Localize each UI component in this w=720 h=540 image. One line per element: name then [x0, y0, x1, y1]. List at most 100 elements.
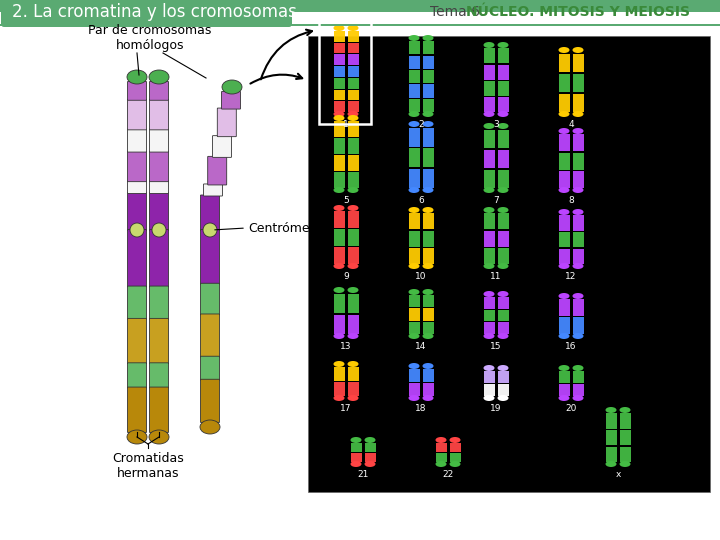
Bar — [408, 99, 420, 112]
FancyBboxPatch shape — [127, 99, 146, 130]
Ellipse shape — [559, 395, 570, 401]
Ellipse shape — [449, 461, 461, 467]
Ellipse shape — [559, 293, 570, 299]
Bar — [308, 36, 710, 492]
FancyBboxPatch shape — [222, 91, 240, 109]
FancyBboxPatch shape — [207, 157, 227, 185]
Text: NÚCLEO. MITOSIS Y MEIOSIS: NÚCLEO. MITOSIS Y MEIOSIS — [466, 5, 690, 19]
Ellipse shape — [572, 47, 583, 53]
Bar — [423, 369, 433, 382]
Bar — [572, 318, 583, 334]
Bar — [333, 43, 344, 53]
Ellipse shape — [559, 128, 570, 134]
Bar — [572, 300, 583, 316]
Bar — [348, 172, 359, 188]
Ellipse shape — [498, 207, 508, 213]
FancyBboxPatch shape — [200, 314, 220, 357]
Ellipse shape — [408, 289, 420, 295]
Bar — [423, 231, 433, 247]
Bar — [498, 297, 508, 309]
Ellipse shape — [423, 395, 433, 401]
Bar — [333, 138, 344, 154]
Bar — [572, 171, 583, 188]
Bar — [408, 295, 420, 307]
Ellipse shape — [408, 35, 420, 41]
Bar — [484, 384, 495, 396]
Ellipse shape — [484, 123, 495, 129]
Ellipse shape — [572, 365, 583, 371]
Ellipse shape — [333, 361, 344, 367]
Bar — [572, 371, 583, 383]
Bar — [408, 70, 420, 83]
Text: 9: 9 — [343, 272, 349, 281]
Bar — [559, 318, 570, 334]
FancyBboxPatch shape — [200, 230, 220, 284]
Text: x: x — [616, 470, 621, 479]
Ellipse shape — [351, 461, 361, 467]
Ellipse shape — [484, 333, 495, 339]
Bar — [498, 213, 508, 230]
Bar — [348, 43, 359, 53]
Bar — [498, 97, 508, 112]
Bar — [606, 430, 616, 446]
Bar — [484, 97, 495, 112]
Bar — [348, 294, 359, 313]
Bar — [348, 156, 359, 171]
Bar — [559, 248, 570, 264]
Bar — [572, 73, 583, 92]
Bar — [348, 122, 359, 137]
Ellipse shape — [408, 111, 420, 117]
Ellipse shape — [200, 420, 220, 434]
Ellipse shape — [572, 128, 583, 134]
Bar — [559, 93, 570, 112]
Bar — [484, 371, 495, 383]
Ellipse shape — [572, 333, 583, 339]
Bar — [559, 300, 570, 316]
Bar — [333, 230, 344, 246]
Bar — [333, 55, 344, 65]
Bar — [333, 294, 344, 313]
FancyBboxPatch shape — [150, 192, 168, 231]
FancyBboxPatch shape — [150, 99, 168, 130]
Text: 16: 16 — [565, 342, 577, 351]
Bar — [484, 231, 495, 247]
Bar — [348, 101, 359, 112]
Text: 7: 7 — [493, 196, 499, 205]
Bar — [449, 453, 461, 462]
Ellipse shape — [423, 111, 433, 117]
Bar — [436, 443, 446, 452]
Bar — [559, 153, 570, 170]
Ellipse shape — [436, 437, 446, 443]
Bar — [333, 78, 344, 89]
Bar — [498, 150, 508, 168]
FancyBboxPatch shape — [200, 195, 220, 231]
Ellipse shape — [436, 461, 446, 467]
Ellipse shape — [559, 333, 570, 339]
Text: Par de cromosomas
homólogos: Par de cromosomas homólogos — [89, 24, 212, 52]
Bar — [333, 315, 344, 334]
Ellipse shape — [222, 80, 242, 94]
Bar — [408, 41, 420, 55]
Bar — [484, 48, 495, 63]
Bar — [348, 90, 359, 100]
Ellipse shape — [423, 121, 433, 127]
FancyBboxPatch shape — [127, 192, 146, 231]
FancyBboxPatch shape — [127, 230, 146, 287]
Bar — [572, 153, 583, 170]
Bar — [498, 81, 508, 96]
Bar — [572, 215, 583, 231]
Bar — [348, 315, 359, 334]
Ellipse shape — [498, 365, 508, 371]
Ellipse shape — [130, 223, 144, 237]
Bar — [436, 453, 446, 462]
Ellipse shape — [127, 430, 147, 444]
Bar — [484, 170, 495, 188]
Ellipse shape — [423, 333, 433, 339]
Ellipse shape — [423, 35, 433, 41]
Bar — [408, 322, 420, 334]
Bar — [423, 84, 433, 98]
Ellipse shape — [423, 263, 433, 269]
Ellipse shape — [498, 123, 508, 129]
Ellipse shape — [348, 263, 359, 269]
FancyBboxPatch shape — [127, 286, 146, 319]
